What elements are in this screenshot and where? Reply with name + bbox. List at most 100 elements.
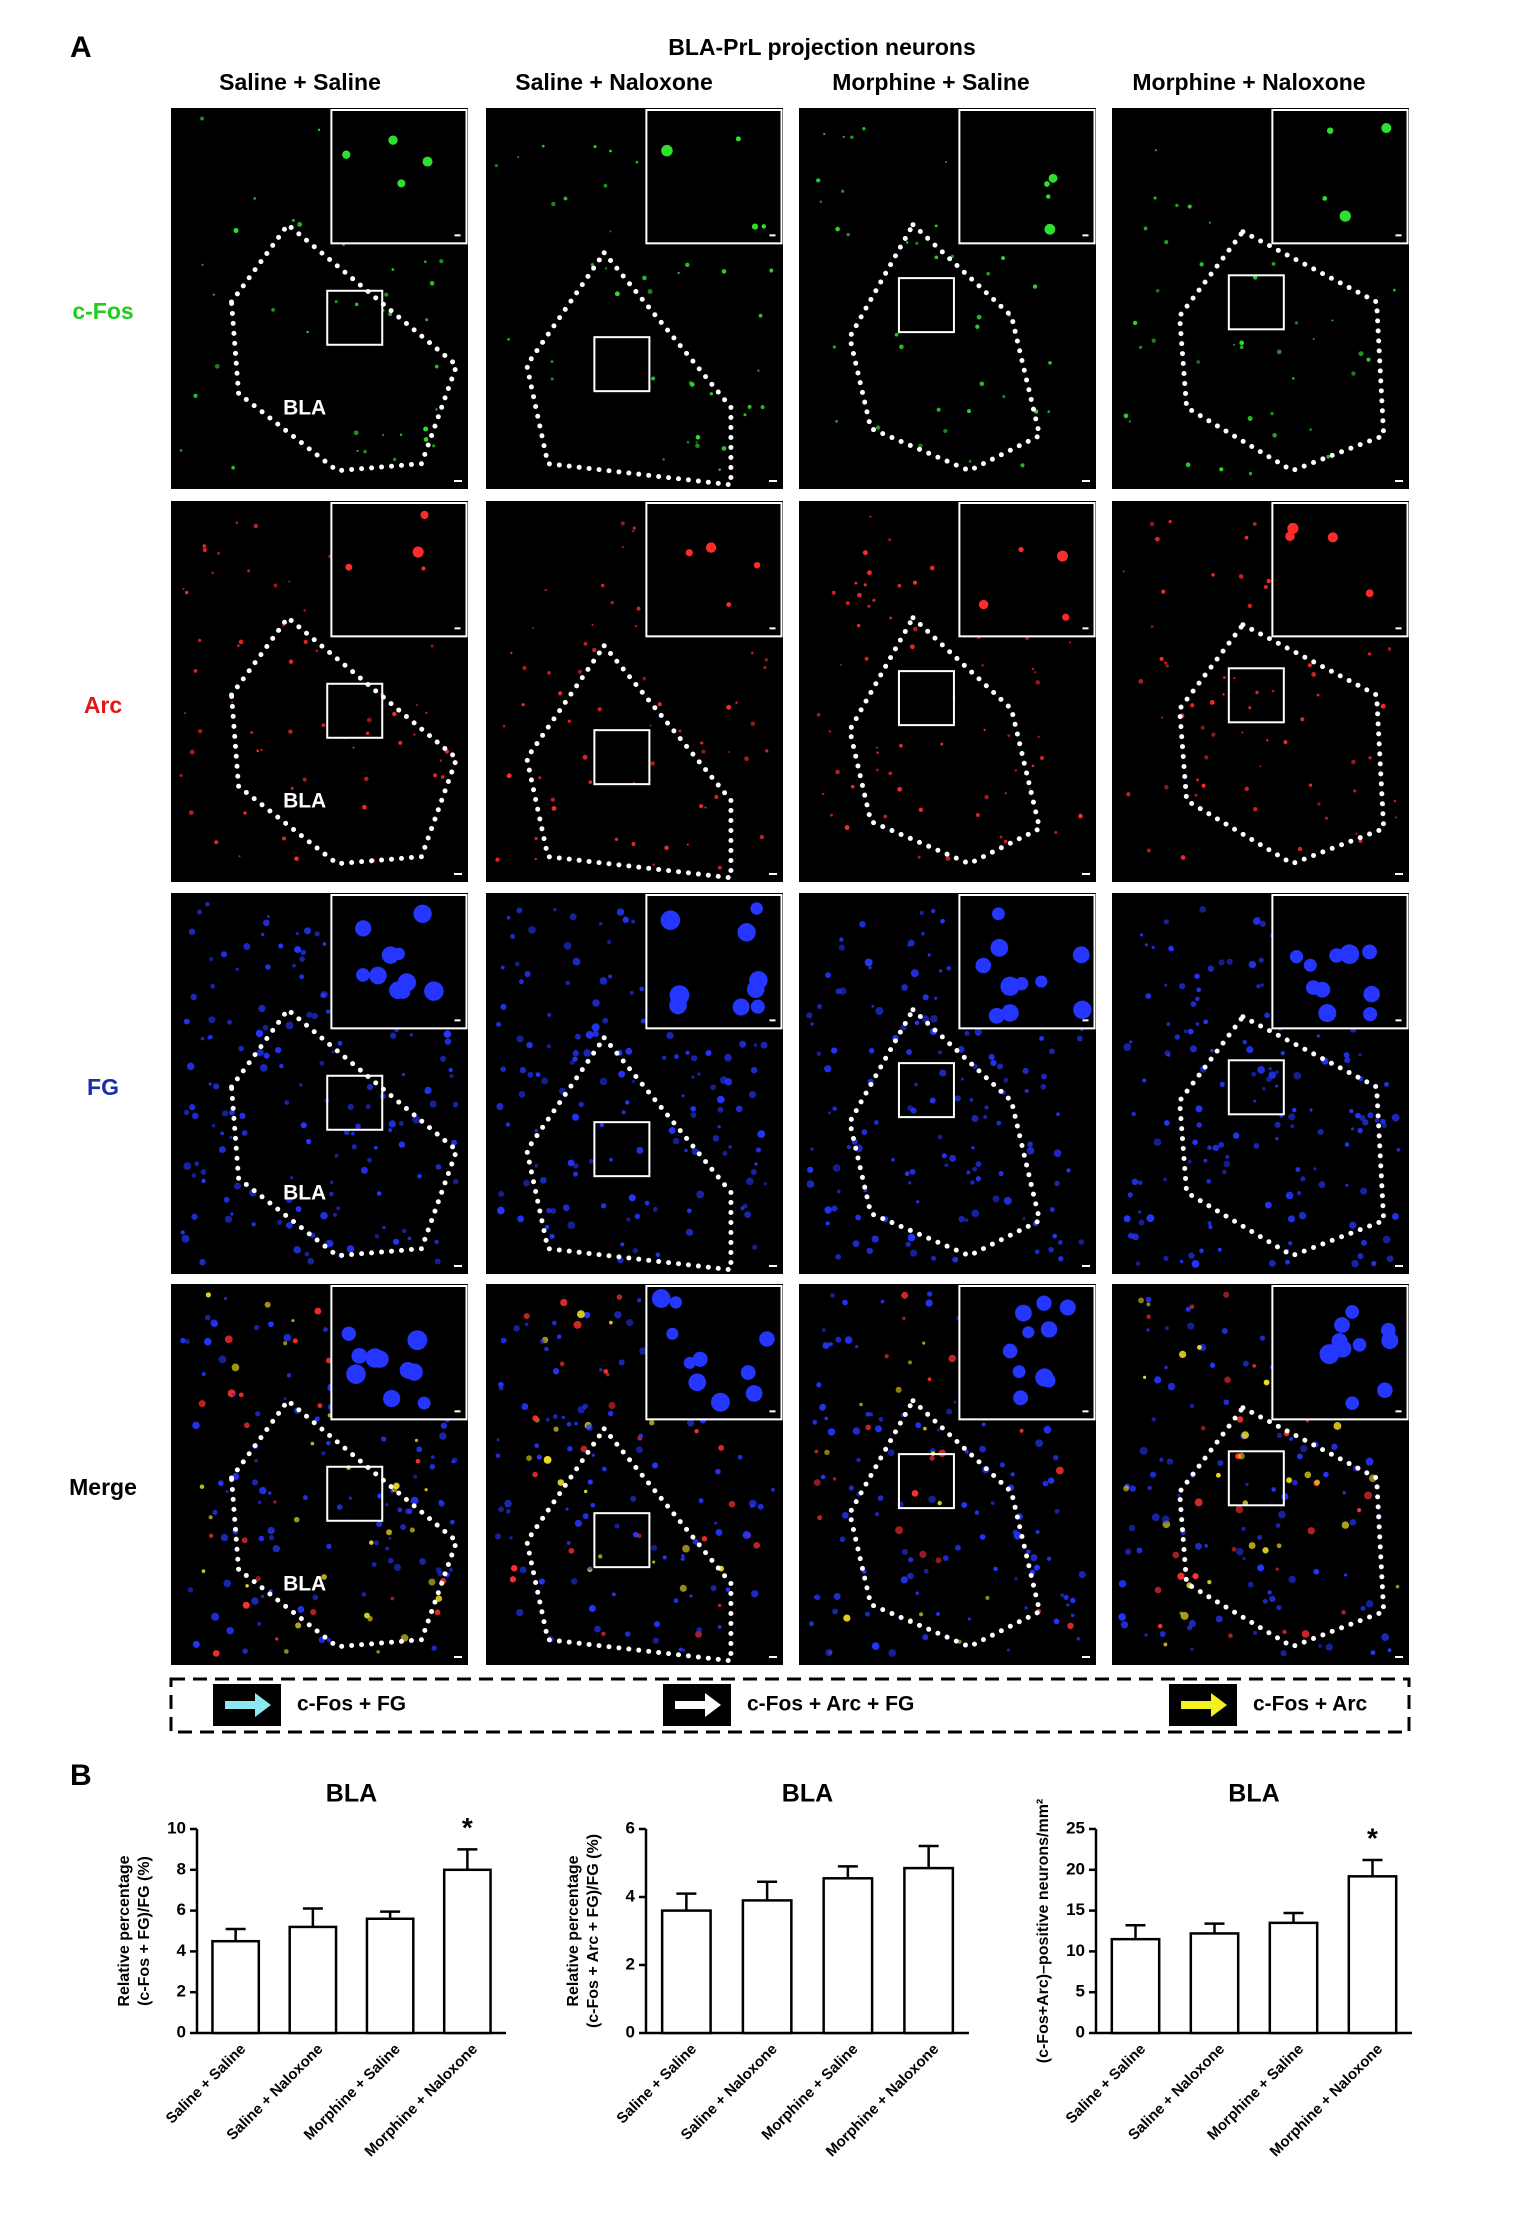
cell [1301, 1630, 1310, 1638]
cell [582, 1403, 589, 1410]
cell [694, 1428, 699, 1434]
cell [572, 1050, 579, 1057]
cell [245, 1584, 249, 1588]
inset-cell [412, 546, 424, 558]
cell [398, 1141, 406, 1148]
cell [1185, 462, 1191, 468]
cell [928, 1495, 936, 1504]
cell [871, 1004, 875, 1008]
cell [867, 604, 871, 608]
cell [231, 1363, 240, 1372]
cell [1268, 1071, 1277, 1079]
cell [583, 1489, 588, 1494]
cell [251, 1222, 256, 1227]
cell [712, 1135, 720, 1142]
cell [686, 1208, 692, 1214]
cell [628, 1194, 636, 1202]
legend-arrow [225, 1693, 271, 1717]
y-tick-label: 15 [1066, 1900, 1085, 1919]
cell [1268, 1067, 1272, 1071]
cell [288, 729, 293, 734]
inset-cell [399, 1361, 417, 1379]
cell [974, 1510, 980, 1515]
cell [505, 1122, 511, 1127]
cell [609, 1320, 613, 1325]
inset-cell [388, 135, 398, 145]
cell [1248, 706, 1252, 710]
cell [760, 1041, 768, 1049]
cell [374, 1234, 380, 1239]
cell [425, 318, 429, 322]
cell [915, 241, 919, 245]
cell [1123, 1485, 1130, 1492]
cell [431, 1645, 437, 1651]
cell [362, 804, 367, 810]
cell [526, 1455, 532, 1462]
cell [1006, 1648, 1011, 1652]
cell [1026, 1549, 1031, 1554]
cell [827, 1111, 832, 1115]
cell [183, 1109, 190, 1116]
cell [935, 1557, 942, 1564]
cell [975, 813, 980, 817]
cell [718, 468, 721, 471]
cell [624, 1100, 630, 1105]
cell [1343, 1573, 1348, 1577]
cell [1317, 802, 1321, 806]
cell [1154, 149, 1157, 152]
cell [1048, 1246, 1054, 1253]
cell [1161, 716, 1164, 719]
cell [242, 1648, 248, 1654]
cell [304, 1251, 310, 1257]
cell [600, 1203, 607, 1209]
inset-cell [355, 920, 372, 937]
cell [425, 711, 428, 715]
cell [364, 776, 369, 782]
inset-cell [661, 144, 673, 157]
inset-cell [1001, 1004, 1019, 1022]
cell [310, 1609, 317, 1616]
zoom-box [897, 277, 955, 334]
cell [1314, 1479, 1321, 1486]
cell [1232, 343, 1236, 346]
cell [1222, 1169, 1227, 1175]
cell [259, 1064, 268, 1072]
cell [678, 729, 682, 733]
cell [524, 971, 531, 978]
cell [1367, 1112, 1374, 1119]
cell [1161, 1515, 1170, 1524]
cell [567, 1221, 576, 1230]
cell [969, 1098, 974, 1102]
cell [224, 1335, 233, 1344]
y-axis-label: Relative percentage [565, 1855, 582, 2006]
cell [292, 963, 296, 968]
cell [587, 1479, 593, 1485]
inset [330, 109, 468, 245]
region-outline [524, 1035, 734, 1273]
cell [1004, 792, 1007, 795]
cell [696, 1627, 703, 1633]
cell [312, 1594, 319, 1601]
cell [814, 1594, 821, 1601]
inset-cell [1044, 223, 1056, 235]
cell [361, 1592, 367, 1597]
inset-cell [1013, 1390, 1029, 1406]
cell [1210, 1048, 1214, 1053]
x-tick-label: Saline + Saline [163, 2041, 250, 2128]
cell [1225, 1155, 1230, 1159]
cell [535, 1072, 541, 1078]
cell [1324, 816, 1328, 820]
cell [1349, 1518, 1357, 1526]
cell [1128, 420, 1132, 423]
cell [1146, 1314, 1151, 1319]
cell [839, 663, 843, 666]
cell [1047, 1477, 1055, 1484]
cell [182, 587, 185, 590]
cell [1151, 945, 1155, 950]
cell [608, 1401, 616, 1410]
cell [429, 280, 435, 286]
cell [194, 1161, 200, 1167]
cell [1187, 1028, 1194, 1035]
inset-cell [1036, 1295, 1052, 1311]
cell [386, 1529, 393, 1536]
